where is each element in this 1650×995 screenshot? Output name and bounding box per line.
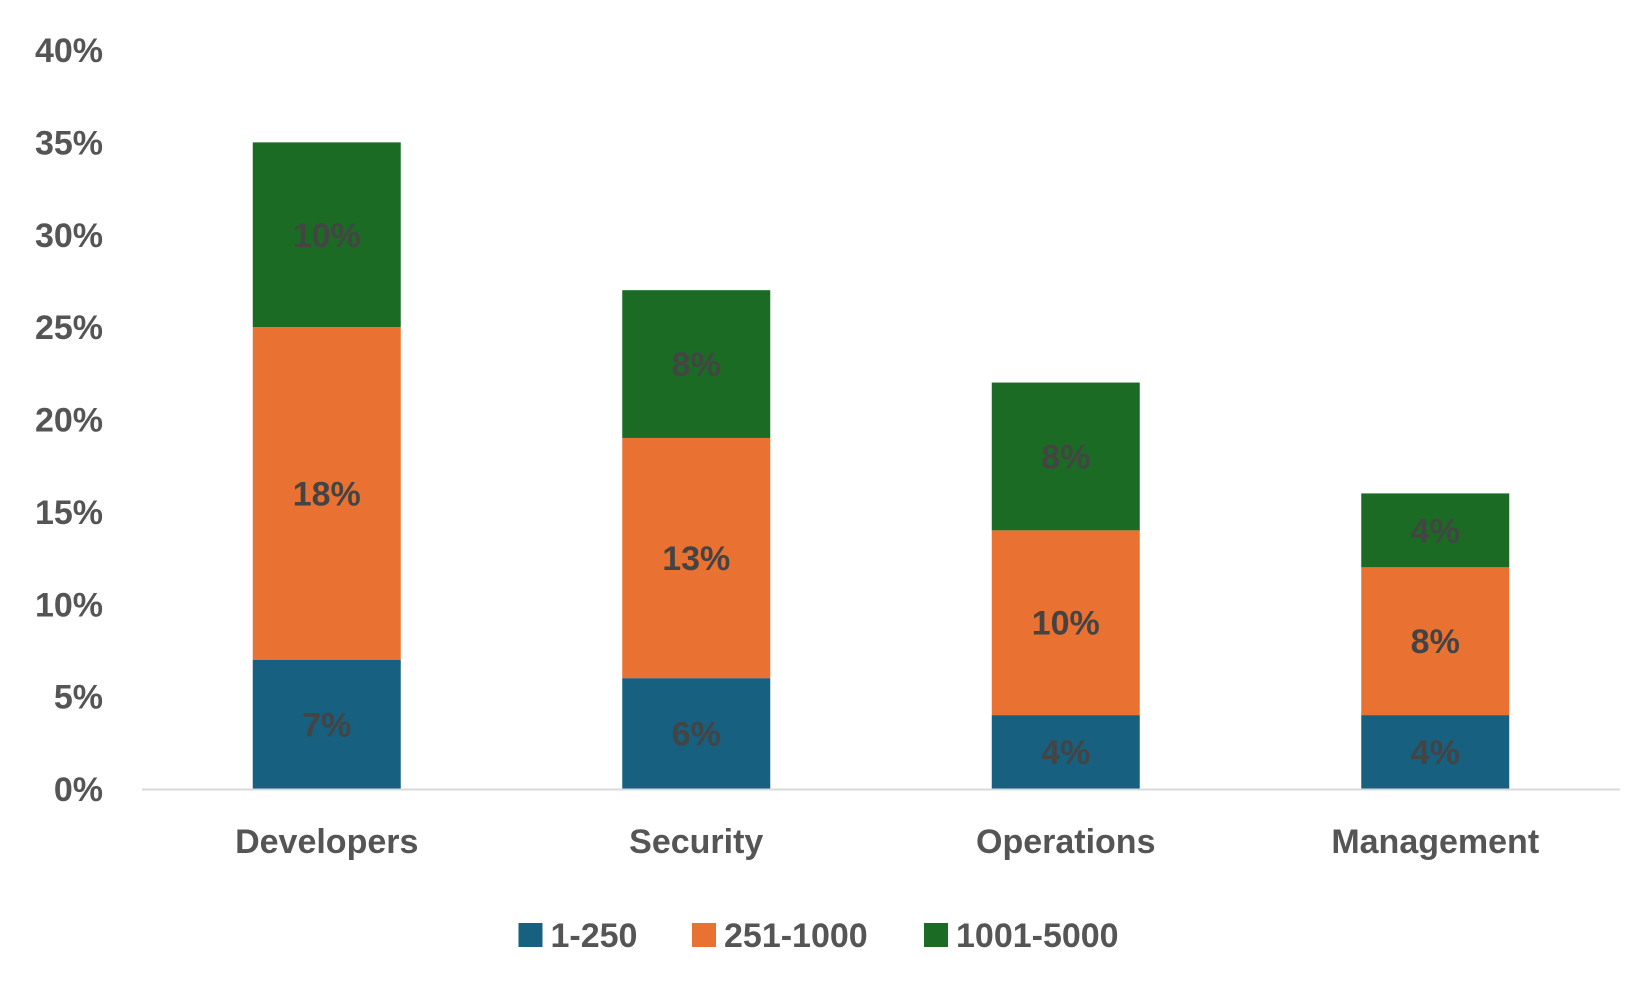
bar-security-1-250 <box>622 678 771 789</box>
y-tick-label-40: 40% <box>35 32 103 70</box>
data-labels: 7% 18% 10% 6% 13% 8% 4% 10% 8% 4% 8% 4% <box>293 217 1460 772</box>
bar-developers-1001-5000 <box>252 142 401 328</box>
data-label-security-251-1000: 13% <box>662 540 730 578</box>
data-label-operations-1-250: 4% <box>1041 734 1090 772</box>
bar-management-251-1000 <box>1361 567 1510 716</box>
data-label-management-251-1000: 8% <box>1411 623 1460 661</box>
legend-label-1-250: 1-250 <box>551 917 638 955</box>
data-label-management-1-250: 4% <box>1411 734 1460 772</box>
bar-security-1001-5000 <box>622 290 771 438</box>
bar-developers-1-250 <box>252 659 401 789</box>
bar-developers-251-1000 <box>252 327 401 660</box>
bar-management-1001-5000 <box>1361 493 1510 568</box>
data-label-security-1001-5000: 8% <box>672 346 721 384</box>
x-tick-label-operations: Operations <box>976 823 1155 861</box>
bar-operations-1001-5000 <box>991 382 1140 531</box>
legend: 1-250 251-1000 1001-5000 <box>518 917 1119 955</box>
bars <box>252 142 1510 789</box>
y-tick-label-35: 35% <box>35 124 103 162</box>
x-tick-label-security: Security <box>629 823 763 861</box>
bar-operations-251-1000 <box>991 530 1140 716</box>
data-label-security-1-250: 6% <box>672 716 721 754</box>
legend-swatch-251-1000 <box>692 923 716 947</box>
y-tick-label-10: 10% <box>35 586 103 624</box>
y-tick-label-25: 25% <box>35 309 103 347</box>
y-tick-label-20: 20% <box>35 402 103 440</box>
data-label-developers-1-250: 7% <box>302 706 351 744</box>
bar-operations-1-250 <box>991 715 1140 789</box>
data-label-management-1001-5000: 4% <box>1411 512 1460 550</box>
legend-label-1001-5000: 1001-5000 <box>956 917 1119 955</box>
y-tick-label-5: 5% <box>54 679 103 717</box>
bar-security-251-1000 <box>622 437 771 679</box>
y-tick-label-30: 30% <box>35 217 103 255</box>
data-label-developers-1001-5000: 10% <box>293 217 361 255</box>
y-tick-label-0: 0% <box>54 771 103 809</box>
data-label-developers-251-1000: 18% <box>293 475 361 513</box>
data-label-operations-1001-5000: 8% <box>1041 438 1090 476</box>
y-axis: 0% 5% 10% 15% 20% 25% 30% 35% 40% <box>35 32 103 809</box>
legend-swatch-1-250 <box>518 923 543 947</box>
legend-label-251-1000: 251-1000 <box>724 917 868 955</box>
data-label-operations-251-1000: 10% <box>1032 605 1100 643</box>
x-axis: Developers Security Operations Management <box>142 788 1620 861</box>
bar-management-1-250 <box>1361 715 1510 789</box>
x-tick-label-management: Management <box>1331 823 1539 861</box>
legend-swatch-1001-5000 <box>924 923 948 947</box>
y-tick-label-15: 15% <box>35 494 103 532</box>
x-tick-label-developers: Developers <box>235 823 418 861</box>
